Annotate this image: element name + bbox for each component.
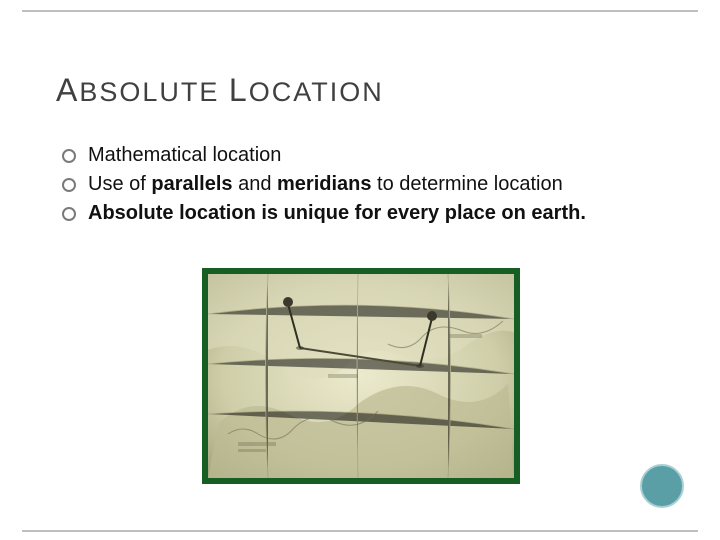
bullet-list: Mathematical location Use of parallels an… [62, 142, 622, 229]
bullet-text: Mathematical location [88, 144, 281, 166]
bullet-text: Use of [88, 173, 151, 195]
bullet-text: parallels [151, 173, 232, 195]
map-image [202, 268, 520, 484]
bullet-text: and [233, 173, 277, 195]
bullet-item: Use of parallels and meridians to determ… [62, 171, 622, 198]
title-rest-2: OCATION [249, 77, 384, 107]
accent-circle-icon [640, 464, 684, 508]
title-cap-1: A [56, 72, 79, 108]
slide-title: ABSOLUTE LOCATION [56, 72, 384, 109]
title-rest-1: BSOLUTE [79, 77, 219, 107]
bullet-item: Mathematical location [62, 142, 622, 169]
bullet-text: meridians [277, 173, 371, 195]
bullet-item: Absolute location is unique for every pl… [62, 200, 622, 227]
title-cap-2: L [229, 72, 249, 108]
map-svg [208, 274, 514, 478]
bullet-text: to determine location [372, 173, 563, 195]
bullet-text: Absolute location is unique for every pl… [88, 202, 586, 224]
